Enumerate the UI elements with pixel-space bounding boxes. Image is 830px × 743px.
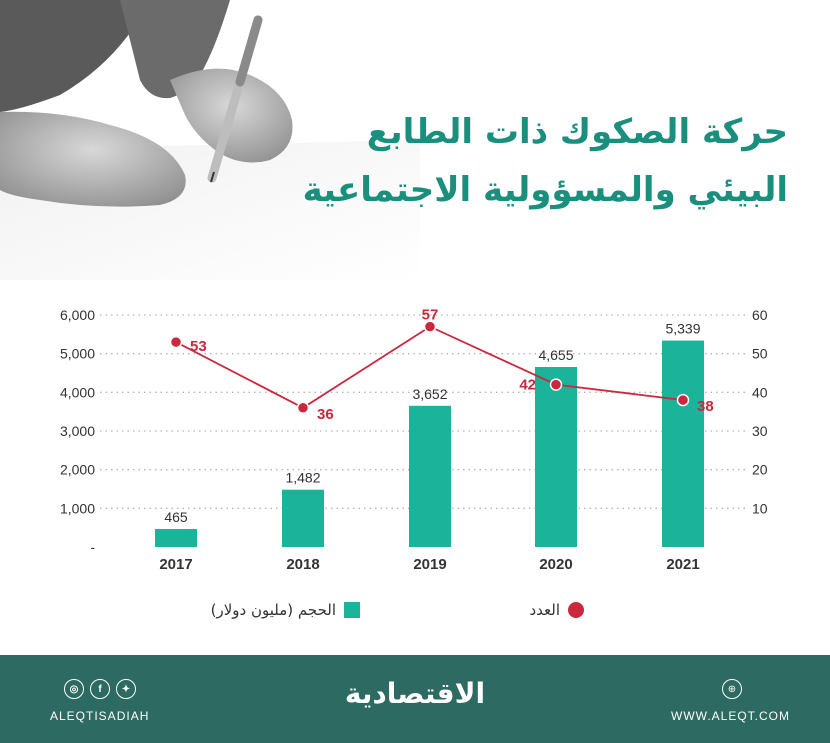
legend-swatch-count — [568, 602, 584, 618]
y-left-tick-label: 2,000 — [60, 462, 95, 478]
count-point-2017 — [169, 335, 183, 349]
y-left-tick-label: 6,000 — [60, 307, 95, 323]
count-point-2021 — [676, 393, 690, 407]
count-point-2018 — [296, 401, 310, 415]
legend-label-volume: الحجم (مليون دولار) — [210, 601, 336, 619]
legend-swatch-volume — [344, 602, 360, 618]
bar-2020 — [535, 367, 577, 547]
count-point-2019 — [423, 320, 437, 333]
y-right-tick-label: 10 — [752, 500, 768, 516]
bar-2017 — [155, 529, 197, 547]
bar-data-label: 3,652 — [412, 386, 447, 402]
chart-title-line1: حركة الصكوك ذات الطابع — [366, 112, 788, 152]
count-data-label: 42 — [519, 377, 536, 394]
social-icons: ◎ f ✦ — [64, 679, 136, 699]
y-right-tick-label: 60 — [752, 307, 768, 323]
twitter-icon[interactable]: ✦ — [116, 679, 136, 699]
y-left-tick-label: 4,000 — [60, 384, 95, 400]
count-data-label: 36 — [317, 406, 334, 423]
bar-data-label: 4,655 — [538, 347, 573, 363]
brand-logo: الاقتصادية — [344, 677, 486, 710]
footer-bar: ◎ f ✦ ALEQTISADIAH الاقتصادية ⊕ WWW.ALEQ… — [0, 655, 830, 743]
count-data-label: 57 — [422, 307, 439, 324]
bar-data-label: 1,482 — [285, 470, 320, 486]
y-left-tick-label: 1,000 — [60, 500, 95, 516]
instagram-icon[interactable]: ◎ — [64, 679, 84, 699]
count-point-2020 — [549, 378, 563, 391]
chart-title-line2: البيئي والمسؤولية الاجتماعية — [302, 170, 788, 210]
y-right-tick-label: 40 — [752, 384, 768, 400]
y-right-tick-label: 50 — [752, 346, 768, 362]
facebook-icon[interactable]: f — [90, 679, 110, 699]
bar-2018 — [282, 489, 324, 547]
hand-writing-photo — [0, 0, 420, 280]
bond-volume-count-chart: - 1,000 2,000 3,000 4,000 5,000 6,000 10 20 30 40 5… — [60, 307, 768, 573]
x-tick-label: 2020 — [539, 556, 572, 573]
x-tick-label: 2021 — [666, 556, 699, 573]
count-data-label: 53 — [190, 338, 207, 355]
legend-count: العدد — [529, 598, 584, 622]
count-data-label: 38 — [697, 398, 714, 415]
hero-banner: حركة الصكوك ذات الطابع البيئي والمسؤولية… — [0, 0, 830, 290]
y-left-tick-label: - — [90, 539, 95, 555]
y-right-tick-label: 20 — [752, 462, 768, 478]
social-handle[interactable]: ALEQTISADIAH — [50, 709, 150, 723]
bar-data-label: 5,339 — [665, 321, 700, 337]
bar-2021 — [662, 340, 704, 547]
globe-icon: ⊕ — [722, 679, 742, 699]
legend-label-count: العدد — [529, 601, 560, 619]
y-left-tick-label: 5,000 — [60, 346, 95, 362]
bar-data-label: 465 — [164, 509, 188, 525]
bar-2019 — [409, 405, 451, 547]
legend-volume: الحجم (مليون دولار) — [211, 598, 360, 622]
y-right-tick-label: 30 — [752, 423, 768, 439]
x-tick-label: 2017 — [159, 556, 192, 573]
x-tick-label: 2018 — [286, 556, 319, 573]
y-left-tick-label: 3,000 — [60, 423, 95, 439]
x-tick-label: 2019 — [413, 556, 446, 573]
website-link[interactable]: WWW.ALEQT.COM — [671, 709, 790, 723]
